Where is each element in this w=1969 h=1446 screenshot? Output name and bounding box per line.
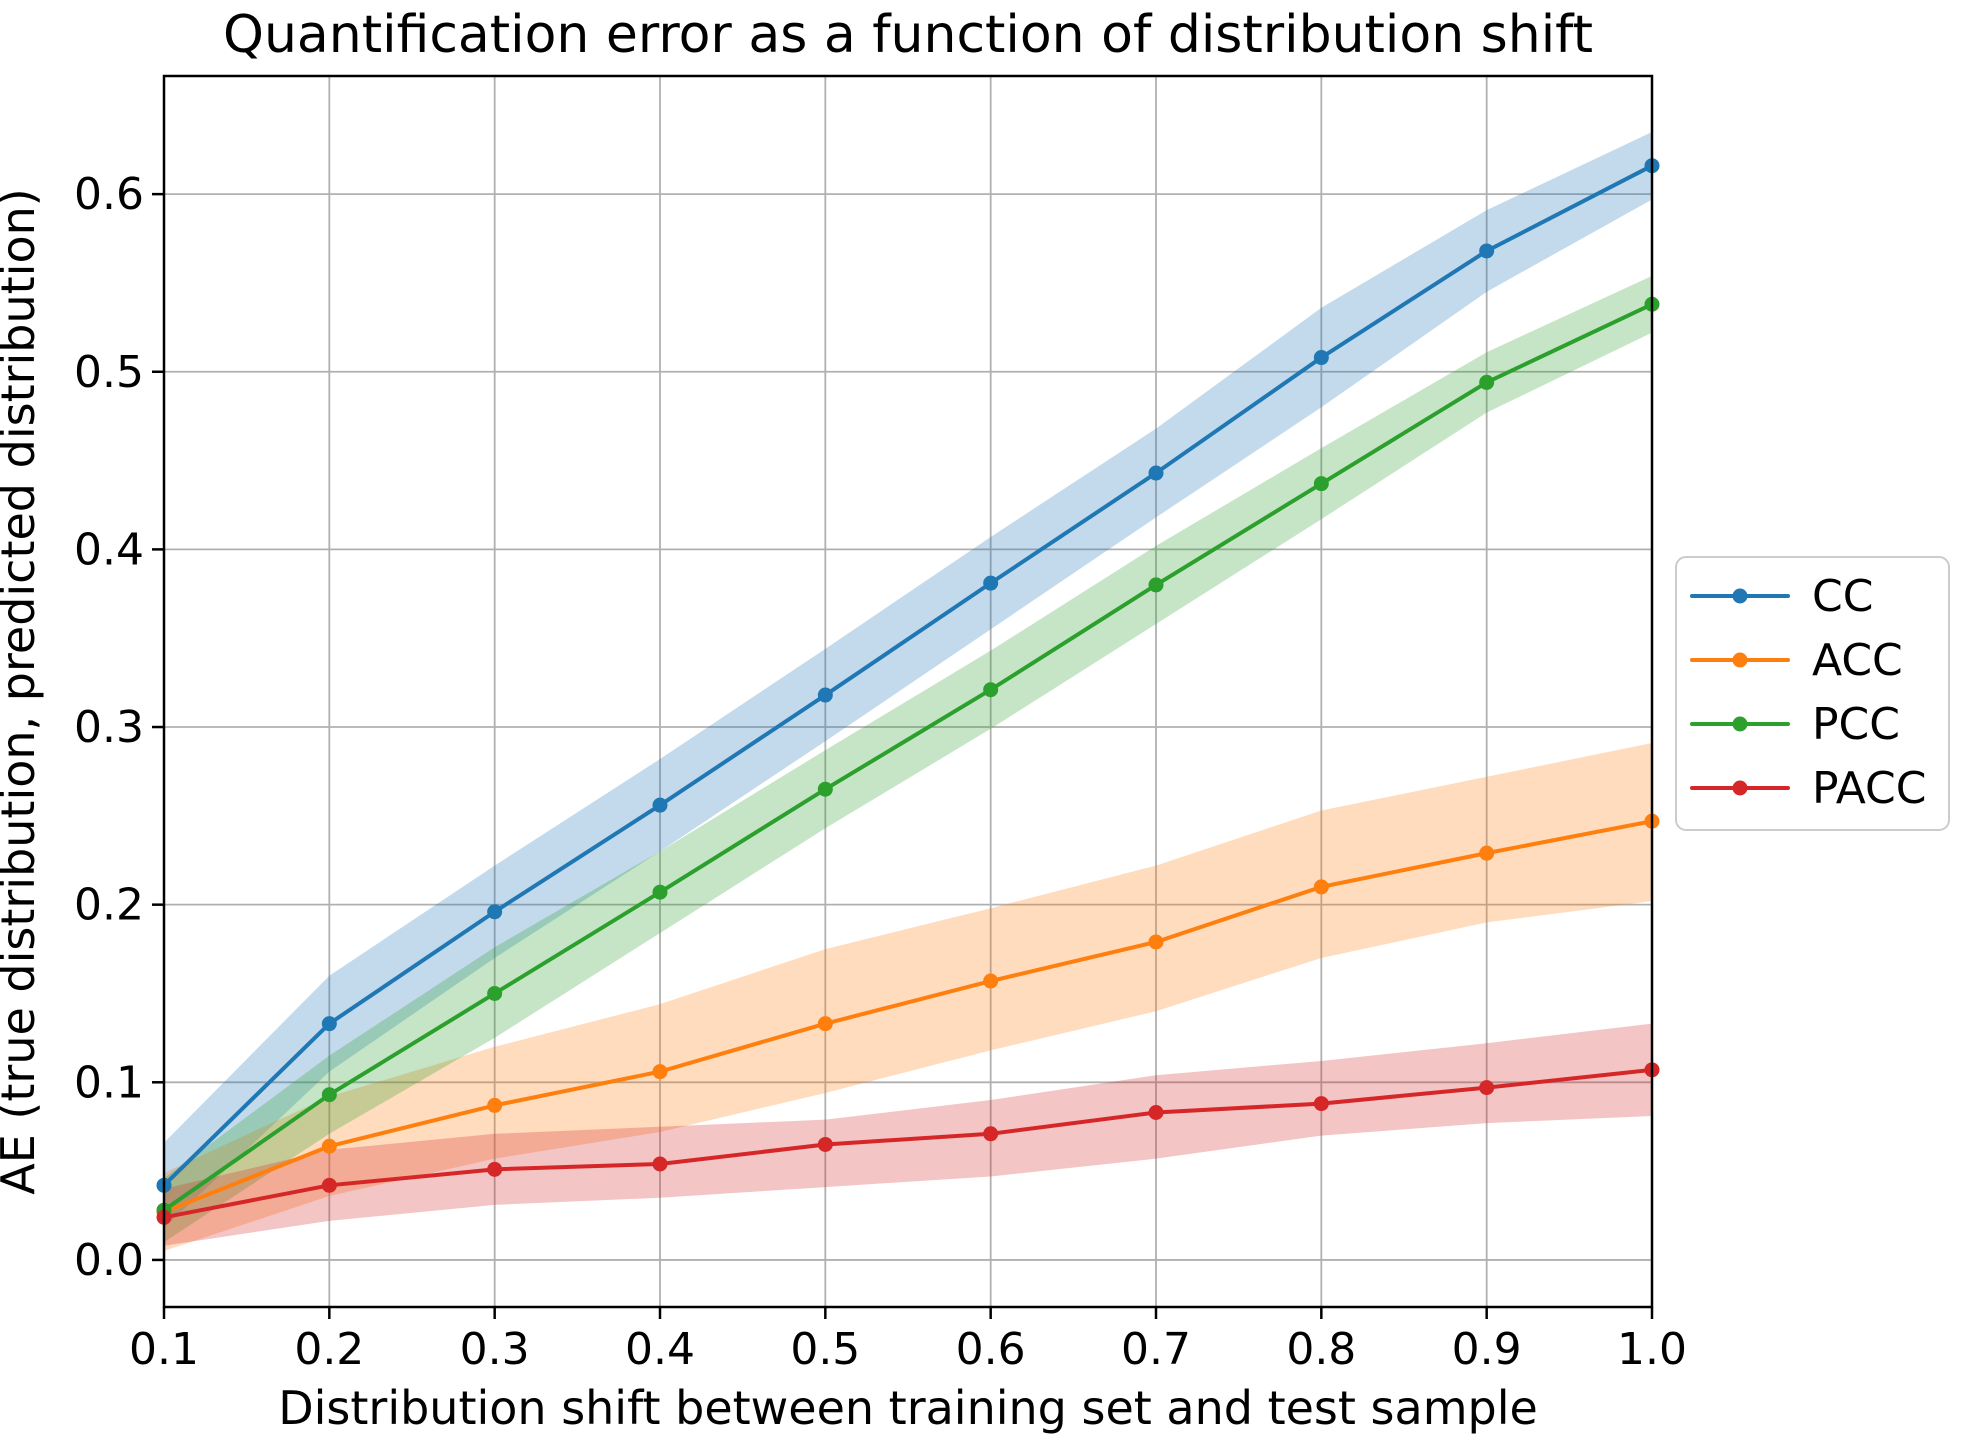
- legend-box: [1675, 556, 1950, 831]
- x-tick-label: 0.5: [790, 1324, 860, 1375]
- series-marker-PCC: [1313, 476, 1329, 492]
- y-tick-label: 0.4: [74, 524, 144, 575]
- legend-label: CC: [1812, 571, 1873, 622]
- legend-marker-sample: [1732, 780, 1748, 796]
- series-marker-CC: [321, 1016, 337, 1032]
- series-line-PCC: [162, 302, 1654, 1213]
- series-marker-ACC: [652, 1064, 668, 1080]
- legend-marker-sample: [1732, 716, 1748, 732]
- y-tick-label: 0.0: [74, 1235, 144, 1286]
- x-tick-label: 1.0: [1617, 1324, 1687, 1375]
- series-marker-PACC: [817, 1136, 833, 1152]
- series-marker-PCC: [1479, 374, 1495, 390]
- series-marker-ACC: [1479, 845, 1495, 861]
- legend-entry-CC: CC: [1690, 571, 1873, 622]
- series-marker-ACC: [1313, 879, 1329, 895]
- series-marker-PACC: [983, 1126, 999, 1142]
- series-marker-ACC: [983, 973, 999, 989]
- series-marker-ACC: [487, 1097, 503, 1113]
- legend-label: PCC: [1812, 699, 1900, 750]
- x-axis-label: Distribution shift between training set …: [278, 1381, 1538, 1435]
- legend-label: PACC: [1812, 763, 1927, 814]
- series-marker-PCC: [983, 682, 999, 698]
- confidence-band-ACC: [164, 743, 1652, 1252]
- y-tick-label: 0.6: [74, 169, 144, 220]
- series-marker-PCC: [1148, 577, 1164, 593]
- series-marker-PCC: [652, 884, 668, 900]
- series-marker-ACC: [1148, 934, 1164, 950]
- legend-label: ACC: [1812, 635, 1903, 686]
- legend-entry-ACC: ACC: [1690, 635, 1903, 686]
- series-line-ACC: [162, 819, 1654, 1214]
- y-tick-label: 0.1: [74, 1057, 144, 1108]
- legend-marker-sample: [1732, 588, 1748, 604]
- legend-entry-PACC: PACC: [1690, 763, 1927, 814]
- x-tick-label: 0.6: [956, 1324, 1026, 1375]
- x-tick-label: 0.2: [294, 1324, 364, 1375]
- confidence-band-PACC: [164, 1023, 1652, 1246]
- x-tick-label: 0.1: [129, 1324, 199, 1375]
- series-marker-PACC: [1479, 1080, 1495, 1096]
- axes-spines: [162, 74, 1654, 1309]
- series-marker-PACC: [487, 1161, 503, 1177]
- series-marker-PACC: [652, 1156, 668, 1172]
- series-marker-CC: [652, 797, 668, 813]
- y-tick-label: 0.3: [74, 702, 144, 753]
- confidence-band-CC: [164, 131, 1652, 1228]
- x-tick-label: 0.8: [1286, 1324, 1356, 1375]
- confidence-band-PCC: [164, 275, 1652, 1243]
- legend: CC ACC PCC PACC: [1675, 556, 1950, 831]
- series-marker-CC: [1313, 350, 1329, 366]
- y-tick-label: 0.2: [74, 880, 144, 931]
- series-marker-PCC: [487, 985, 503, 1001]
- series-marker-CC: [1148, 465, 1164, 481]
- chart-title: Quantification error as a function of di…: [223, 5, 1593, 65]
- x-tick-label: 0.4: [625, 1324, 695, 1375]
- y-tick-label: 0.5: [74, 347, 144, 398]
- series-marker-CC: [1479, 243, 1495, 259]
- series-marker-ACC: [817, 1016, 833, 1032]
- legend-entry-PCC: PCC: [1690, 699, 1900, 750]
- axes-background: [164, 76, 1652, 1307]
- series-marker-CC: [487, 904, 503, 920]
- series-line-PACC: [162, 1067, 1654, 1220]
- series-marker-CC: [983, 575, 999, 591]
- y-axis-label: AE (true distribution, predicted distrib…: [0, 188, 45, 1194]
- legend-marker-sample: [1732, 652, 1748, 668]
- x-tick-label: 0.7: [1121, 1324, 1191, 1375]
- x-tick-label: 0.3: [460, 1324, 530, 1375]
- series-marker-PACC: [1313, 1096, 1329, 1112]
- x-tick-label: 0.9: [1452, 1324, 1522, 1375]
- series-marker-PCC: [817, 781, 833, 797]
- series-marker-ACC: [321, 1138, 337, 1154]
- series-marker-PACC: [1148, 1104, 1164, 1120]
- series-marker-CC: [817, 687, 833, 703]
- series-marker-PCC: [321, 1087, 337, 1103]
- series-marker-PACC: [321, 1177, 337, 1193]
- series-line-CC: [162, 163, 1654, 1188]
